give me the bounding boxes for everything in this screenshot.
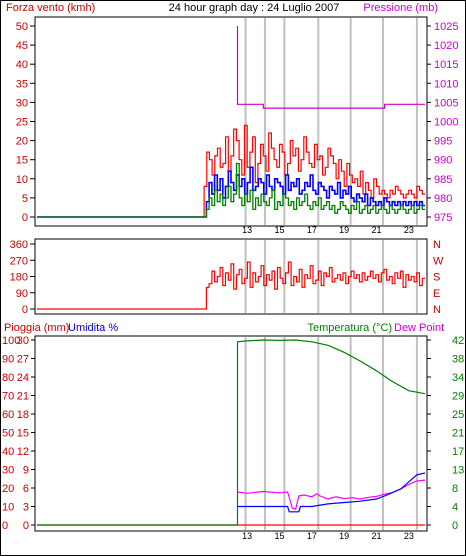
pressure-tick-label: 1010 [434,78,458,90]
temperature-tick-label: 42 [452,335,464,347]
rain-tick-label: 60 [2,409,14,421]
humidity-axis-label: Umidita % [68,322,118,334]
wind-tick-label: 40 [16,59,28,71]
humidity-tick-label: 0 [23,520,29,532]
rain-tick-label: 70 [2,391,14,403]
direction-tick-label: 270 [10,255,28,267]
temperature-tick-label: 29 [452,391,464,403]
humidity-tick-label: 3 [23,502,29,514]
x-tick-label: 15 [274,531,284,541]
wind-tick-label: 10 [16,174,28,186]
wind-tick-label: 25 [16,117,28,129]
rain-tick-label: 50 [2,428,14,440]
temperature-line [37,339,426,526]
pressure-tick-label: 1025 [434,21,458,33]
temperature-tick-label: 4 [452,502,458,514]
temperature-tick-label: 21 [452,428,464,440]
rain-tick-label: 10 [2,502,14,514]
pressure-tick-label: 995 [434,136,452,148]
humidity-tick-label: 6 [23,483,29,495]
x-tick-label: 13 [242,531,252,541]
wind-tick-label: 0 [22,212,28,224]
temperature-tick-label: 0 [452,520,458,532]
wind-tick-label: 15 [16,155,28,167]
rain-tick-label: 100 [2,335,20,347]
rain-axis-label: Pioggia (mm) [4,322,69,334]
x-tick-label: 19 [339,531,349,541]
compass-label: S [433,272,440,284]
humidity-tick-label: 18 [17,409,29,421]
rain-tick-label: 20 [2,483,14,495]
humidity-tick-label: 9 [23,465,29,477]
humidity-tick-label: 15 [17,428,29,440]
wind-axis-label: Forza vento (kmh) [6,2,95,14]
pressure-tick-label: 980 [434,193,452,205]
temperature-tick-label: 17 [452,446,464,458]
temperature-axis-label: Temperatura (°C) [308,322,392,334]
compass-label: N [433,304,441,316]
wind-tick-label: 5 [22,193,28,205]
rain-tick-label: 80 [2,372,14,384]
pressure-tick-label: 985 [434,174,452,186]
x-tick-label: 21 [371,531,381,541]
compass-label: W [433,255,444,267]
compass-label: E [433,288,440,300]
x-tick-label: 23 [404,225,414,235]
rain-tick-label: 40 [2,446,14,458]
wind-tick-label: 50 [16,21,28,33]
humidity-tick-label: 21 [17,391,29,403]
x-tick-label: 21 [371,225,381,235]
temperature-tick-label: 13 [452,465,464,477]
x-tick-label: 17 [307,531,317,541]
x-tick-label: 15 [274,225,284,235]
compass-label: N [433,239,441,251]
humidity-tick-label: 12 [17,446,29,458]
rain-tick-label: 30 [2,465,14,477]
temperature-tick-label: 38 [452,354,464,366]
pressure-tick-label: 1000 [434,117,458,129]
direction-tick-label: 180 [10,272,28,284]
x-tick-label: 17 [307,225,317,235]
humidity-tick-label: 27 [17,354,29,366]
wind-tick-label: 20 [16,136,28,148]
humidity-tick-label: 24 [17,372,29,384]
pressure-tick-label: 975 [434,212,452,224]
x-tick-label: 13 [242,225,252,235]
pressure-tick-label: 1015 [434,59,458,71]
wind-tick-label: 35 [16,78,28,90]
pressure-line [236,26,425,109]
rain-tick-label: 90 [2,354,14,366]
direction-tick-label: 360 [10,239,28,251]
temperature-tick-label: 25 [452,409,464,421]
wind-tick-label: 30 [16,97,28,109]
temperature-tick-label: 34 [452,372,464,384]
wind-tick-label: 45 [16,40,28,52]
rain-tick-label: 0 [2,520,8,532]
dewpoint-line [237,472,426,513]
dewpoint-axis-label: Dew Point [394,322,444,334]
temperature-tick-label: 8 [452,483,458,495]
wind-minimum-line [37,162,425,218]
pressure-tick-label: 990 [434,155,452,167]
pressure-tick-label: 1020 [434,40,458,52]
direction-tick-label: 90 [16,288,28,300]
direction-tick-label: 0 [22,304,28,316]
pressure-axis-label: Pressione (mb) [363,2,438,14]
chart-title: 24 hour graph day : 24 Luglio 2007 [169,2,340,14]
pressure-tick-label: 1005 [434,97,458,109]
humidity-tick-label: 30 [17,335,29,347]
x-tick-label: 23 [404,531,414,541]
x-tick-label: 19 [339,225,349,235]
wind-direction-line [37,261,425,310]
